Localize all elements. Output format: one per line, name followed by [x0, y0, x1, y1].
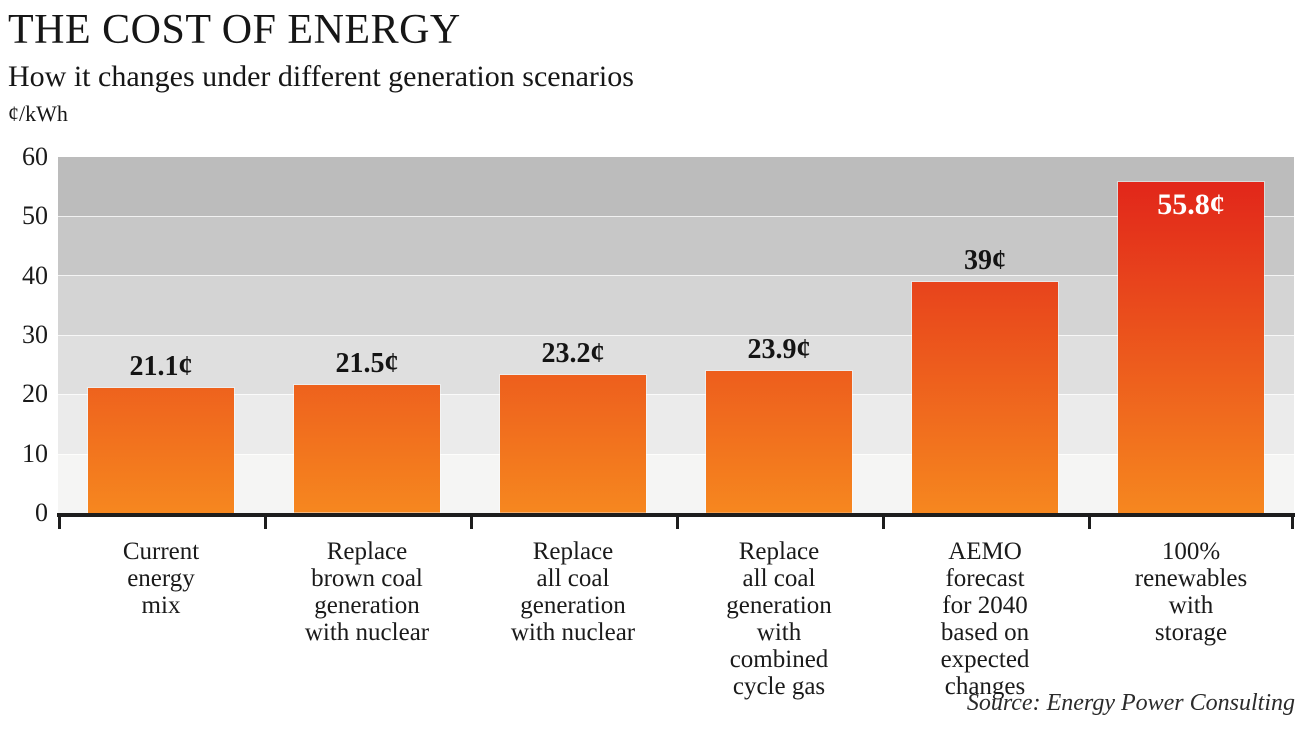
y-tick-label-0: 0 — [35, 498, 48, 527]
x-tick-4 — [882, 513, 885, 529]
chart-subtitle: How it changes under different generatio… — [8, 60, 634, 93]
category-label-6: 100% renewables with storage — [1134, 538, 1248, 646]
x-tick-1 — [264, 513, 267, 529]
bar-value-label-2: 21.5¢ — [335, 348, 399, 380]
band-10-0 — [58, 453, 1294, 513]
band-60-50 — [58, 157, 1294, 216]
bar-2 — [294, 385, 440, 513]
y-tick-label-10: 10 — [22, 438, 48, 468]
category-label-2: Replace brown coal generation with nucle… — [304, 538, 430, 646]
x-tick-3 — [676, 513, 679, 529]
x-tick-5 — [1088, 513, 1091, 529]
x-tick-6 — [1291, 513, 1294, 529]
x-tick-0 — [58, 513, 61, 529]
y-axis-unit-label: ¢/kWh — [8, 101, 68, 126]
band-50-40 — [58, 215, 1294, 275]
band-30-20 — [58, 334, 1294, 394]
source-credit: Source: Energy Power Consulting — [966, 690, 1295, 716]
band-40-30 — [58, 275, 1294, 335]
y-tick-label-50: 50 — [22, 201, 48, 231]
background-bands — [58, 157, 1294, 513]
y-tick-label-40: 40 — [22, 260, 48, 290]
y-tick-label-20: 20 — [22, 379, 48, 409]
chart-title: THE COST OF ENERGY — [8, 7, 461, 53]
bar-value-label-4: 23.9¢ — [747, 334, 811, 366]
y-tick-label-30: 30 — [22, 320, 48, 349]
bar-value-label-6: 55.8¢ — [1157, 187, 1225, 221]
bar-value-label-3: 23.2¢ — [541, 338, 605, 370]
category-label-4: Replace all coal generation with combine… — [726, 538, 832, 700]
bar-3 — [500, 375, 646, 513]
bar-1 — [88, 387, 234, 513]
plot-area: 21.1¢ 21.5¢ 23.2¢ 23.9¢ 39¢ 55.8¢ — [58, 157, 1294, 513]
band-20-10 — [58, 394, 1294, 454]
x-tick-2 — [470, 513, 473, 529]
bars-layer: 21.1¢ 21.5¢ 23.2¢ 23.9¢ 39¢ 55.8¢ — [58, 157, 1294, 513]
category-label-3: Replace all coal generation with nuclear — [510, 538, 636, 646]
bar-4 — [706, 371, 852, 513]
category-label-1: Current energy mix — [122, 538, 200, 619]
bar-5 — [912, 281, 1058, 513]
bar-6 — [1118, 181, 1264, 513]
category-label-5: AEMO forecast for 2040 based on expected… — [940, 538, 1030, 700]
bar-value-label-5: 39¢ — [964, 244, 1006, 276]
y-tick-label-60: 60 — [22, 142, 48, 171]
bar-value-label-1: 21.1¢ — [129, 350, 193, 382]
